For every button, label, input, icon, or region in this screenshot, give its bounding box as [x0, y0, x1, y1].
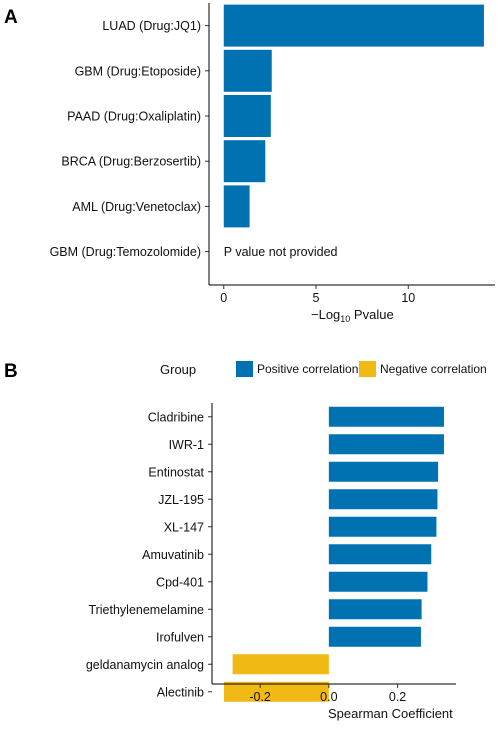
- x-title-subscript: 10: [340, 314, 350, 324]
- panel-b-category-label: Amuvatinib: [142, 548, 204, 562]
- panel-a-x-axis-title: −Log10 Pvalue: [311, 307, 394, 324]
- legend-swatch: [359, 361, 376, 377]
- panel-b-legend: Group Positive correlation Negative corre…: [160, 361, 487, 377]
- panel-b-letter: B: [4, 361, 18, 382]
- panel-a-category-label: AML (Drug:Venetoclax): [72, 200, 201, 214]
- panel-a-x-tick-label: 10: [401, 291, 415, 305]
- panel-a-letter: A: [4, 7, 18, 28]
- legend-label: Positive correlation: [257, 362, 358, 376]
- panel-a-category-label: GBM (Drug:Temozolomide): [50, 245, 201, 259]
- panel-a-category-label: GBM (Drug:Etoposide): [75, 64, 201, 78]
- panel-a-bar: [223, 49, 272, 92]
- panel-a-bars: [223, 4, 484, 228]
- panel-a-axes: 0 5 10: [205, 3, 495, 305]
- panel-b-x-tick-label: 0.2: [389, 690, 406, 704]
- panel-a-category-label: PAAD (Drug:Oxaliplatin): [67, 110, 201, 124]
- panel-b-x-axis-title: Spearman Coefficient: [328, 706, 453, 721]
- panel-a-bar: [223, 185, 250, 228]
- panel-b-category-labels: Cladribine IWR-1 Entinostat JZL-195 XL-147 Am…: [86, 410, 205, 699]
- legend-swatch: [236, 361, 253, 377]
- panel-b-category-label: Triethylenemelamine: [88, 603, 204, 617]
- panel-a-x-tick-label: 5: [313, 291, 320, 305]
- panel-b-category-label: geldanamycin analog: [86, 658, 204, 672]
- panel-b-category-label: Irofulven: [156, 630, 204, 644]
- panel-b-bar: [328, 406, 444, 427]
- x-title-prefix: −Log: [311, 307, 340, 322]
- panel-a-bar: [223, 140, 266, 183]
- panel-b: B Group Positive correlation Negative cor…: [4, 361, 487, 721]
- panel-b-category-label: XL-147: [164, 520, 204, 534]
- panel-a-category-labels: LUAD (Drug:JQ1) GBM (Drug:Etoposide) PAAD …: [50, 19, 201, 259]
- panel-b-category-label: Alectinib: [157, 685, 204, 699]
- panel-b-bars: [224, 406, 444, 702]
- panel-b-bar: [328, 571, 428, 592]
- legend-title: Group: [160, 362, 196, 377]
- panel-a-category-label: BRCA (Drug:Berzosertib): [61, 155, 201, 169]
- panel-b-axes: -0.2 0.0 0.2: [208, 403, 456, 704]
- panel-b-bar: [328, 434, 444, 455]
- panel-b-bar: [328, 544, 432, 565]
- panel-b-bar: [328, 489, 438, 510]
- panel-b-bar: [328, 461, 439, 482]
- panel-b-category-label: JZL-195: [158, 493, 204, 507]
- legend-label: Negative correlation: [380, 362, 487, 376]
- panel-a-x-tick-label: 0: [220, 291, 227, 305]
- panel-b-bar: [328, 599, 422, 620]
- panel-b-category-label: Entinostat: [148, 465, 204, 479]
- panel-b-category-label: IWR-1: [169, 438, 204, 452]
- panel-a-bar: [223, 95, 271, 137]
- panel-b-bar: [328, 626, 421, 647]
- panel-a-bar: [223, 4, 484, 47]
- panel-b-category-label: Cpd-401: [156, 575, 204, 589]
- panel-b-bar: [328, 516, 437, 537]
- panel-a: A LUAD (Drug:JQ1) GBM (Drug:Etoposide) PAA…: [4, 3, 495, 324]
- x-title-suffix: Pvalue: [350, 307, 393, 322]
- panel-b-x-tick-label: -0.2: [249, 690, 271, 704]
- panel-b-bar: [224, 681, 329, 702]
- panel-b-category-label: Cladribine: [148, 410, 204, 424]
- panel-a-annotation: P value not provided: [224, 245, 338, 259]
- panel-b-x-tick-label: 0.0: [320, 690, 337, 704]
- panel-a-category-label: LUAD (Drug:JQ1): [102, 19, 201, 33]
- panel-b-bar: [232, 654, 329, 675]
